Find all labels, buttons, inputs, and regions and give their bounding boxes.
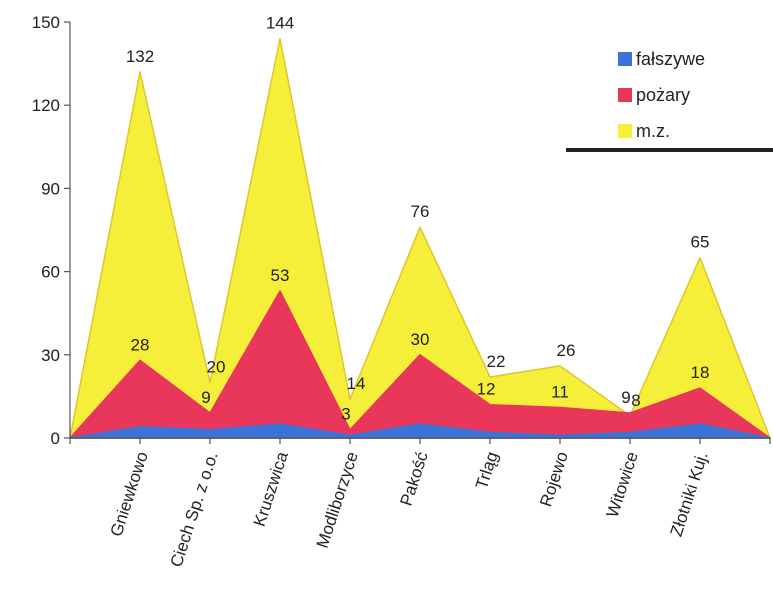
data-label: 12 xyxy=(477,380,496,399)
x-category-label: Ciech Sp. z o.o. xyxy=(167,449,222,569)
data-label: 11 xyxy=(551,382,569,401)
data-label: 28 xyxy=(131,335,150,354)
legend-swatch xyxy=(618,88,632,102)
data-label: 9 xyxy=(621,388,630,407)
legend-box xyxy=(566,38,773,150)
data-label: 18 xyxy=(691,363,710,382)
x-category-label: Pakość xyxy=(397,449,432,508)
x-category-label: Kruszwica xyxy=(250,449,292,529)
y-tick-label: 90 xyxy=(41,179,60,198)
legend-label: pożary xyxy=(636,85,690,105)
data-label: 14 xyxy=(347,374,366,393)
data-label: 132 xyxy=(126,47,154,66)
legend-label: m.z. xyxy=(636,121,670,141)
data-label: 9 xyxy=(201,388,210,407)
legend: fałszywe pożary m.z. xyxy=(566,38,773,152)
x-category-label: Witowice xyxy=(603,449,642,520)
data-label: 3 xyxy=(341,405,350,424)
area-series-pozary xyxy=(69,290,771,439)
data-label: 144 xyxy=(266,14,294,33)
y-tick-label: 60 xyxy=(41,263,60,282)
legend-swatch xyxy=(618,124,632,138)
area-series-mz xyxy=(69,37,771,439)
y-tick-label: 150 xyxy=(32,13,60,32)
data-label: 65 xyxy=(691,233,710,252)
data-label: 20 xyxy=(207,358,226,377)
data-label: 76 xyxy=(411,202,430,221)
x-category-label: Trląg xyxy=(472,449,502,491)
data-label: 8 xyxy=(631,391,640,410)
y-tick-label: 0 xyxy=(51,429,60,448)
x-category-label: Gniewkowo xyxy=(107,449,152,538)
data-label: 53 xyxy=(271,266,290,285)
data-label: 30 xyxy=(411,330,430,349)
legend-swatch xyxy=(618,52,632,66)
data-label: 22 xyxy=(487,352,506,371)
x-category-label: Złotniki Kuj. xyxy=(667,449,712,538)
y-tick-label: 30 xyxy=(41,346,60,365)
area-series-group xyxy=(69,37,771,439)
area-series-falszywe xyxy=(69,423,771,439)
data-label: 26 xyxy=(557,341,576,360)
legend-label: fałszywe xyxy=(636,49,705,69)
data-labels-group: 28 9 53 3 30 12 11 9 18 132 20 144 14 76 22 26 8 65 xyxy=(126,14,710,424)
x-category-label: Rojewo xyxy=(536,449,572,509)
y-tick-label: 120 xyxy=(32,96,60,115)
x-category-label: Modliborzyce xyxy=(313,449,362,550)
